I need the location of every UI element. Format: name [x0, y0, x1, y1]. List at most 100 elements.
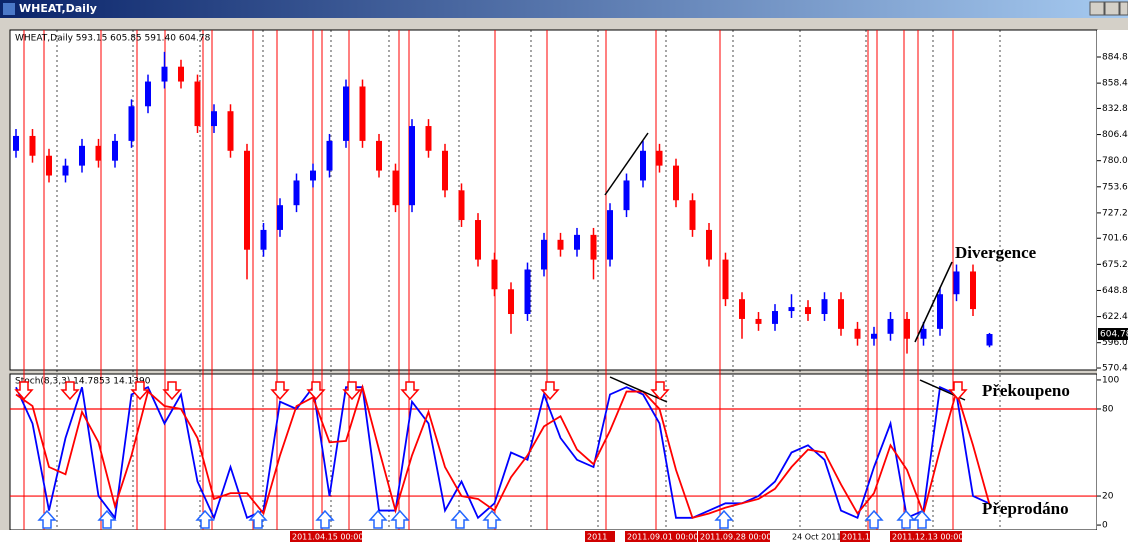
- candle-body: [574, 234, 580, 250]
- sell-arrow: [270, 381, 290, 401]
- buy-arrow: [195, 509, 215, 529]
- candle-body: [458, 190, 465, 221]
- annotation: Překoupeno: [982, 381, 1070, 400]
- x-tick-label: 2011.04.15 00:00: [292, 533, 363, 542]
- maximize-button[interactable]: [1104, 1, 1120, 16]
- buy-arrow: [37, 509, 57, 529]
- y-tick-label: 675.20: [1102, 260, 1128, 270]
- candle-body: [326, 140, 333, 171]
- y-tick-label: 648.80: [1102, 286, 1128, 296]
- candle-body: [557, 239, 564, 250]
- candle-body: [425, 126, 432, 151]
- candle-body: [904, 318, 910, 339]
- x-tick-label: 2011.12.13 00:00: [892, 533, 963, 542]
- y-tick-label: 596.00: [1102, 338, 1128, 348]
- candle-body: [706, 229, 712, 260]
- candle-body: [442, 150, 448, 191]
- candle-body: [145, 81, 151, 107]
- candle-body: [508, 289, 514, 315]
- candle-body: [62, 165, 69, 176]
- candle-body: [277, 205, 283, 230]
- y-tick-label: 20: [1102, 492, 1114, 502]
- candle-body: [937, 294, 943, 329]
- candle-body: [541, 239, 547, 270]
- buy-arrow: [248, 509, 268, 529]
- y-tick-label: 884.80: [1102, 53, 1128, 63]
- y-tick-label: 570.40: [1102, 364, 1128, 374]
- sell-arrow: [306, 381, 326, 401]
- candle-body: [293, 180, 300, 206]
- candle-body: [178, 66, 184, 82]
- candle-body: [920, 328, 927, 339]
- candle-body: [887, 318, 894, 334]
- price-panel: [9, 29, 1098, 371]
- y-tick-label: 701.60: [1102, 234, 1128, 244]
- buy-arrow: [368, 509, 388, 529]
- y-tick-label: 0: [1102, 521, 1108, 531]
- buy-arrow: [315, 509, 335, 529]
- candle-body: [343, 86, 349, 141]
- y-tick-label: 727.20: [1102, 208, 1128, 218]
- candle-body: [970, 271, 976, 310]
- last-price-box: [1098, 328, 1128, 341]
- annotation: Přeprodáno: [982, 499, 1069, 518]
- candle-body: [227, 111, 234, 151]
- y-tick-label: 858.40: [1102, 79, 1128, 89]
- sell-arrow: [400, 381, 420, 401]
- candle-body: [871, 333, 877, 339]
- stoch-line: [15, 384, 990, 521]
- sell-arrow: [60, 381, 80, 401]
- candle-body: [772, 311, 778, 324]
- candle-body: [673, 165, 679, 201]
- title-bar: [0, 0, 1128, 18]
- candle-body: [524, 269, 531, 315]
- candle-body: [310, 170, 316, 181]
- chart-title: WHEAT,Daily 593.15 605.85 591.40 604.78: [15, 34, 211, 44]
- minimize-button[interactable]: [1089, 1, 1105, 16]
- y-tick-label: 100: [1102, 375, 1119, 385]
- stoch-line: [15, 383, 991, 519]
- trend-line: [609, 376, 668, 403]
- candle-body: [590, 234, 597, 260]
- candle-body: [491, 259, 498, 290]
- x-tick-label: 2011.11: [842, 533, 875, 542]
- price-axis: [1097, 30, 1128, 530]
- candle-body: [722, 259, 729, 300]
- buy-arrow: [912, 509, 932, 529]
- candle-body: [95, 145, 102, 161]
- candle-body: [161, 66, 168, 82]
- y-tick-label: 832.80: [1102, 104, 1128, 114]
- sell-arrow: [540, 381, 560, 401]
- x-tick-label: 2011.09.01 00:00: [627, 533, 698, 542]
- candle-body: [623, 180, 630, 211]
- sell-arrow: [14, 381, 34, 401]
- last-price-label: 604.78: [1100, 330, 1128, 340]
- candle-body: [128, 106, 135, 141]
- buy-arrow: [390, 509, 410, 529]
- candle-body: [656, 150, 663, 166]
- sell-arrow: [162, 381, 182, 401]
- x-label-box: [290, 531, 362, 542]
- candle-body: [854, 328, 861, 339]
- window-title: WHEAT,Daily: [19, 2, 97, 15]
- candle-body: [194, 81, 201, 127]
- buy-arrow: [714, 509, 734, 529]
- buy-arrow: [482, 509, 502, 529]
- y-tick-label: 780.00: [1102, 156, 1128, 166]
- x-label-box: [585, 531, 615, 542]
- x-tick-label: 2011: [587, 533, 607, 542]
- trend-line: [914, 261, 953, 343]
- sell-arrow: [342, 381, 362, 401]
- candle-body: [838, 299, 844, 329]
- candle-body: [13, 135, 19, 151]
- candle-body: [392, 170, 399, 206]
- candle-body: [640, 150, 646, 181]
- close-button[interactable]: [1119, 1, 1128, 16]
- buy-arrow: [450, 509, 470, 529]
- candle-body: [46, 155, 52, 176]
- candle-body: [79, 145, 85, 166]
- y-tick-label: 753.60: [1102, 182, 1128, 192]
- candle-body: [821, 299, 828, 315]
- annotation: Divergence: [955, 243, 1037, 262]
